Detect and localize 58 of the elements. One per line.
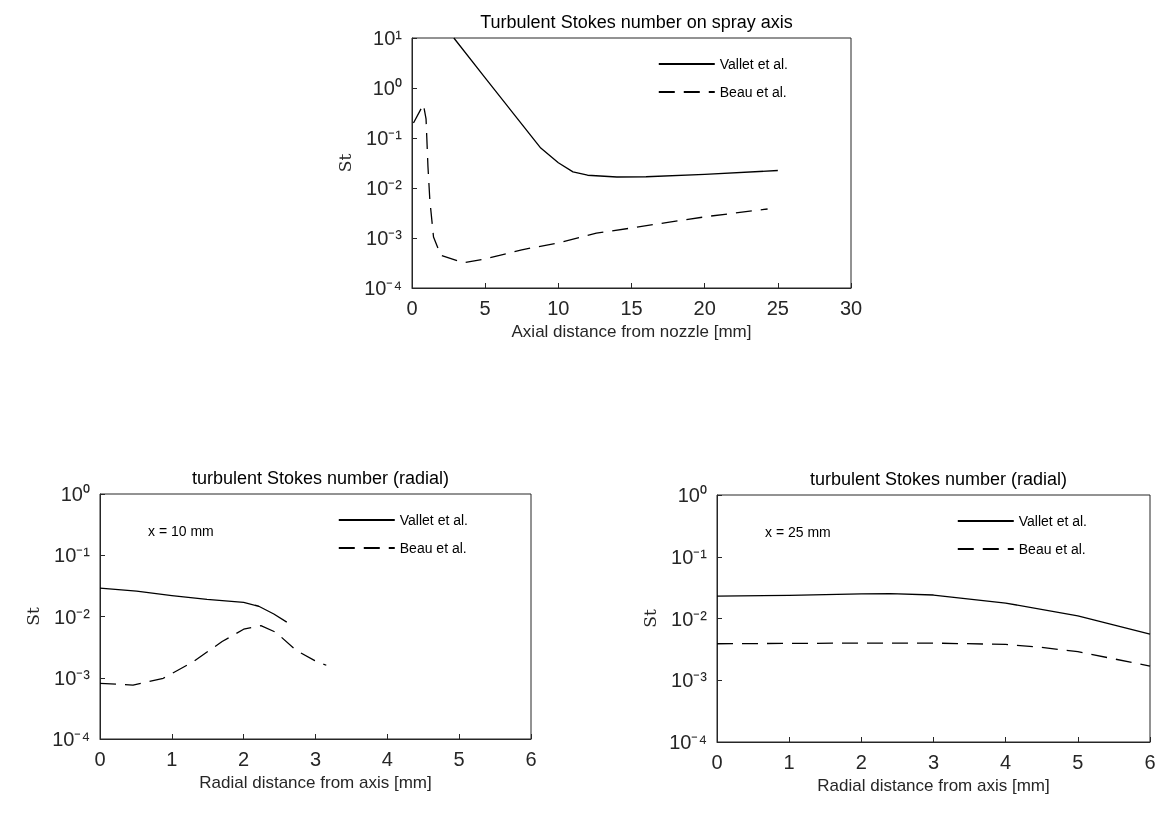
x-tick-label: 15 <box>620 297 643 319</box>
y-tick-label: 10⁻¹ <box>54 544 91 567</box>
y-tick-label: 10⁻² <box>54 605 91 628</box>
y-axis-title: St <box>334 153 355 173</box>
chart-title: turbulent Stokes number (radial) <box>809 469 1068 489</box>
annotation: x = 10 mm <box>148 523 214 539</box>
x-tick-label: 6 <box>1144 751 1156 773</box>
y-tick-label: 10⁻⁴ <box>669 731 707 753</box>
legend-label: Vallet et al. <box>1018 513 1088 529</box>
y-tick-label: 10⁻¹ <box>671 545 708 568</box>
x-tick-label: 4 <box>381 748 393 770</box>
x-tick-label: 0 <box>406 297 418 319</box>
legend-label: Beau et al. <box>719 84 787 100</box>
x-tick-label: 0 <box>711 751 723 773</box>
x-axis-title: Axial distance from nozzle [mm] <box>511 321 752 341</box>
line-series <box>716 642 1151 667</box>
line-series <box>99 587 288 623</box>
y-tick-label: 10⁰ <box>60 483 90 505</box>
x-tick-label: 2 <box>855 751 867 773</box>
legend-label: Beau et al. <box>399 540 467 556</box>
x-tick-label: 4 <box>1000 751 1012 773</box>
y-axis-title: St <box>639 609 660 628</box>
chart-title: turbulent Stokes number (radial) <box>191 468 450 488</box>
x-tick-label: 30 <box>839 297 863 319</box>
x-axis-title: Radial distance from axis [mm] <box>817 775 1050 795</box>
x-axis-title: Radial distance from axis [mm] <box>199 772 432 792</box>
y-tick-label: 10⁻⁴ <box>364 277 402 299</box>
x-tick-label: 20 <box>693 297 716 319</box>
chart-title: Turbulent Stokes number on spray axis <box>480 12 793 32</box>
x-tick-label: 5 <box>453 748 465 770</box>
y-tick-label: 10⁻³ <box>671 669 708 692</box>
y-tick-label: 10⁻² <box>671 607 708 630</box>
x-tick-label: 5 <box>1072 751 1084 773</box>
y-tick-label: 10⁻¹ <box>366 127 403 149</box>
x-tick-label: 5 <box>479 297 491 319</box>
x-tick-label: 3 <box>927 751 940 773</box>
x-tick-label: 6 <box>525 748 537 770</box>
line-series <box>716 592 1151 635</box>
legend-label: Beau et al. <box>1018 541 1086 557</box>
legend-label: Vallet et al. <box>399 512 469 528</box>
y-tick-label: 10⁻² <box>366 177 403 199</box>
y-tick-label: 10¹ <box>373 27 403 49</box>
y-tick-label: 10⁻⁴ <box>52 728 90 750</box>
y-tick-label: 10⁻³ <box>366 227 403 249</box>
x-tick-label: 2 <box>238 748 250 770</box>
x-tick-label: 25 <box>766 297 789 319</box>
x-tick-label: 1 <box>166 748 178 770</box>
y-axis-title: St <box>22 607 43 626</box>
legend-label: Vallet et al. <box>719 56 789 72</box>
y-tick-label: 10⁰ <box>372 77 402 99</box>
x-tick-label: 10 <box>547 297 570 319</box>
y-tick-label: 10⁰ <box>677 484 707 506</box>
annotation: x = 25 mm <box>765 524 831 540</box>
x-tick-label: 0 <box>94 748 106 770</box>
y-tick-label: 10⁻³ <box>54 666 91 689</box>
line-series <box>99 624 327 686</box>
x-tick-label: 3 <box>309 748 322 770</box>
x-tick-label: 1 <box>783 751 795 773</box>
